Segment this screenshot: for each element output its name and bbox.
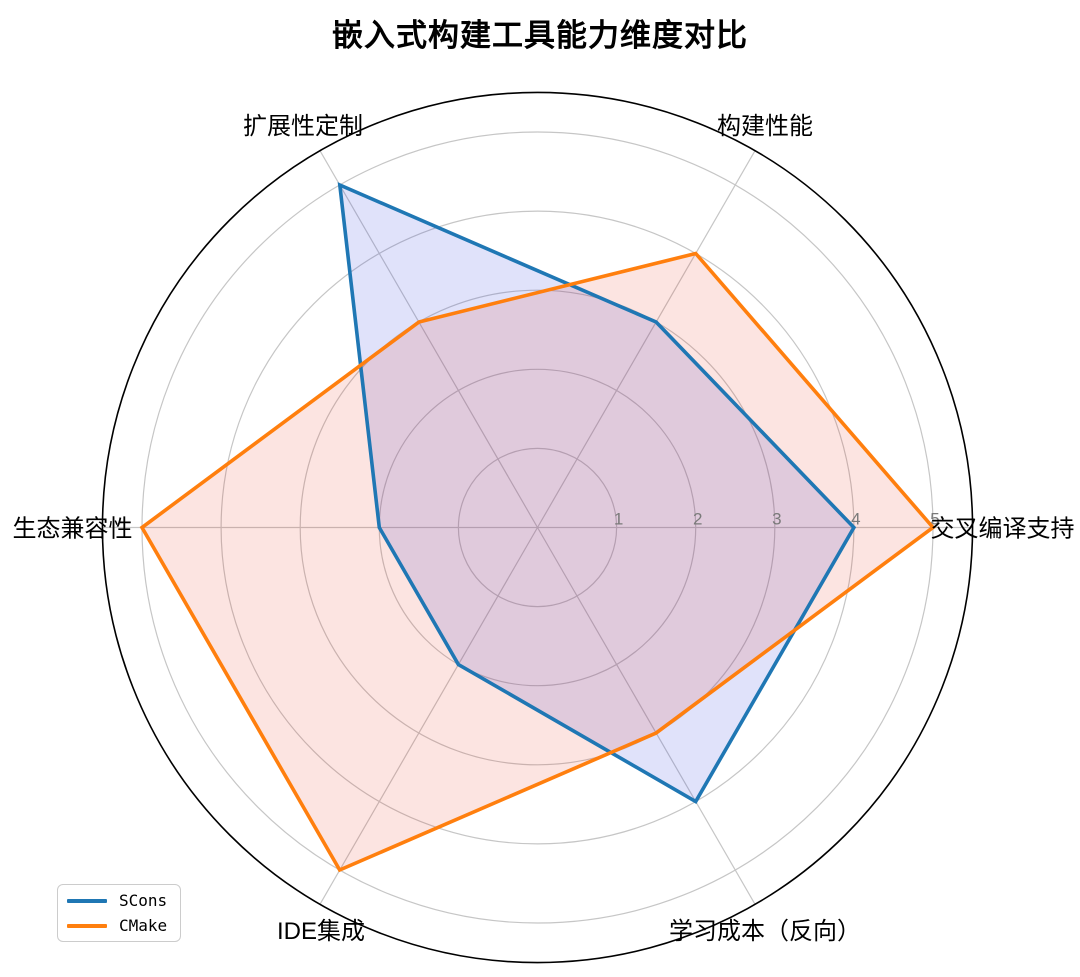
cmake-line bbox=[139, 251, 936, 873]
legend: SCons CMake bbox=[57, 884, 181, 942]
cmake-legend-label: CMake bbox=[119, 915, 168, 935]
radial-tick-label: 2 bbox=[693, 510, 702, 529]
outer-spine bbox=[101, 91, 974, 964]
scons-area bbox=[339, 185, 854, 802]
series-fills bbox=[142, 185, 933, 870]
radial-tick-labels: 1 2 3 4 5 bbox=[614, 510, 940, 529]
grid-spoke bbox=[319, 150, 539, 528]
cmake-area bbox=[142, 253, 933, 870]
grid-spoke bbox=[536, 150, 756, 528]
axis-label-ecosystem: 生态兼容性 bbox=[13, 516, 133, 543]
scons-line-swatch bbox=[67, 898, 107, 903]
axis-label-extensibility: 扩展性定制 bbox=[243, 113, 363, 140]
outer-spine-circle bbox=[101, 91, 974, 964]
axis-label-cross-compile: 交叉编译支持 bbox=[931, 516, 1075, 543]
radial-tick-label: 1 bbox=[614, 510, 623, 529]
radial-tick-label: 5 bbox=[930, 510, 939, 529]
legend-item-scons: SCons bbox=[67, 890, 174, 910]
series-lines bbox=[139, 182, 936, 873]
chart-title: 嵌入式构建工具能力维度对比 bbox=[332, 18, 748, 53]
legend-item-cmake: CMake bbox=[67, 915, 174, 935]
axis-label-build-performance: 构建性能 bbox=[717, 113, 813, 140]
axis-label-learning-cost: 学习成本（反向） bbox=[669, 918, 861, 945]
scons-legend-label: SCons bbox=[119, 890, 168, 910]
radial-tick-label: 4 bbox=[851, 510, 860, 529]
grid-spoke bbox=[319, 527, 539, 905]
axis-labels: 交叉编译支持 构建性能 扩展性定制 生态兼容性 IDE集成 学习成本（反向） bbox=[13, 113, 1075, 945]
grid-spoke bbox=[536, 527, 756, 905]
axis-label-ide-integration: IDE集成 bbox=[277, 918, 365, 945]
cmake-line-swatch bbox=[67, 923, 107, 928]
radial-tick-label: 3 bbox=[772, 510, 781, 529]
scons-line bbox=[337, 182, 857, 804]
